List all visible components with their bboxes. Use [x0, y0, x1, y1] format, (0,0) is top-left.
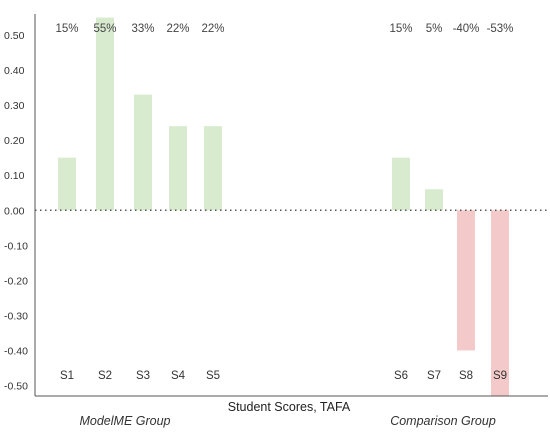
bar-s1 — [58, 157, 76, 211]
y-tick-label: 0.40 — [4, 65, 25, 77]
y-tick-label: -0.30 — [4, 310, 28, 322]
percent-labels: 15% 55% 33% 22% 22% 15% 5% -40% -53% — [55, 23, 513, 35]
student-label: S4 — [171, 370, 186, 382]
y-tick-label: 0.20 — [4, 135, 25, 147]
y-tick-label: -0.20 — [4, 275, 28, 287]
bar-s3 — [134, 94, 152, 211]
group-label-modelme: ModelME Group — [79, 414, 170, 428]
student-label: S8 — [459, 370, 473, 382]
bar-s9 — [491, 210, 509, 396]
y-tick-label: 0.00 — [4, 205, 25, 217]
y-tick-label: 0.30 — [4, 100, 25, 112]
y-tick-label: 0.50 — [4, 30, 25, 42]
student-label: S1 — [60, 370, 74, 382]
percent-label: 22% — [201, 23, 224, 35]
student-label: S6 — [394, 370, 408, 382]
student-labels: S1 S2 S3 S4 S5 S6 S7 S8 S9 — [60, 370, 507, 382]
y-tick-label: 0.10 — [4, 170, 25, 182]
percent-label: 15% — [389, 23, 412, 35]
bar-s6 — [392, 157, 410, 211]
y-axis: 0.50 0.40 0.30 0.20 0.10 0.00 -0.10 -0.20 -0.30 -… — [4, 14, 36, 396]
bars — [58, 17, 509, 396]
percent-label: -53% — [487, 23, 514, 35]
bar-s7 — [425, 189, 443, 211]
percent-label: 22% — [166, 23, 189, 35]
student-label: S3 — [136, 370, 150, 382]
percent-label: 33% — [131, 23, 154, 35]
percent-label: -40% — [453, 23, 480, 35]
student-label: S9 — [493, 370, 507, 382]
bar-s2 — [96, 17, 114, 211]
group-label-comparison: Comparison Group — [390, 414, 496, 428]
y-tick-label: -0.10 — [4, 240, 28, 252]
y-tick-label: -0.40 — [4, 345, 28, 357]
percent-label: 15% — [55, 23, 78, 35]
percent-label: 55% — [93, 23, 116, 35]
bar-s4 — [169, 126, 187, 211]
y-tick-label: -0.50 — [4, 380, 28, 392]
student-label: S5 — [206, 370, 220, 382]
student-label: S7 — [427, 370, 441, 382]
percent-label: 5% — [426, 23, 443, 35]
bar-s5 — [204, 126, 222, 211]
student-label: S2 — [98, 370, 112, 382]
x-axis-label: Student Scores, TAFA — [228, 400, 351, 414]
bar-s8 — [457, 210, 475, 351]
